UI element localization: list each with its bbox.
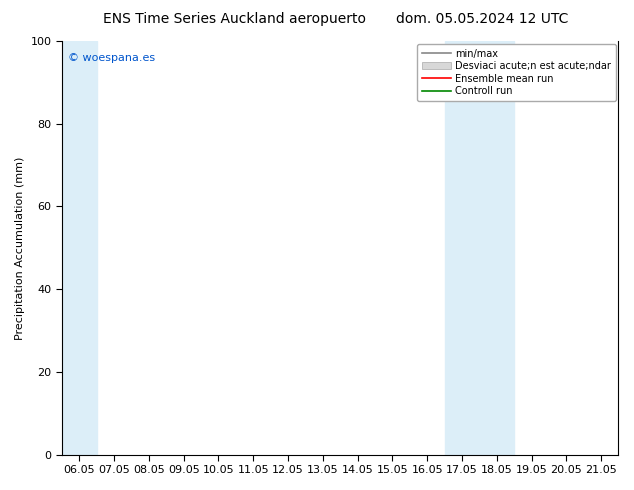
- Y-axis label: Precipitation Accumulation (mm): Precipitation Accumulation (mm): [15, 156, 25, 340]
- Text: © woespana.es: © woespana.es: [68, 53, 155, 64]
- Text: ENS Time Series Auckland aeropuerto: ENS Time Series Auckland aeropuerto: [103, 12, 366, 26]
- Text: dom. 05.05.2024 12 UTC: dom. 05.05.2024 12 UTC: [396, 12, 568, 26]
- Bar: [62, 41, 97, 455]
- Bar: [444, 41, 514, 455]
- Legend: min/max, Desviaci acute;n est acute;ndar, Ensemble mean run, Controll run: min/max, Desviaci acute;n est acute;ndar…: [417, 44, 616, 101]
